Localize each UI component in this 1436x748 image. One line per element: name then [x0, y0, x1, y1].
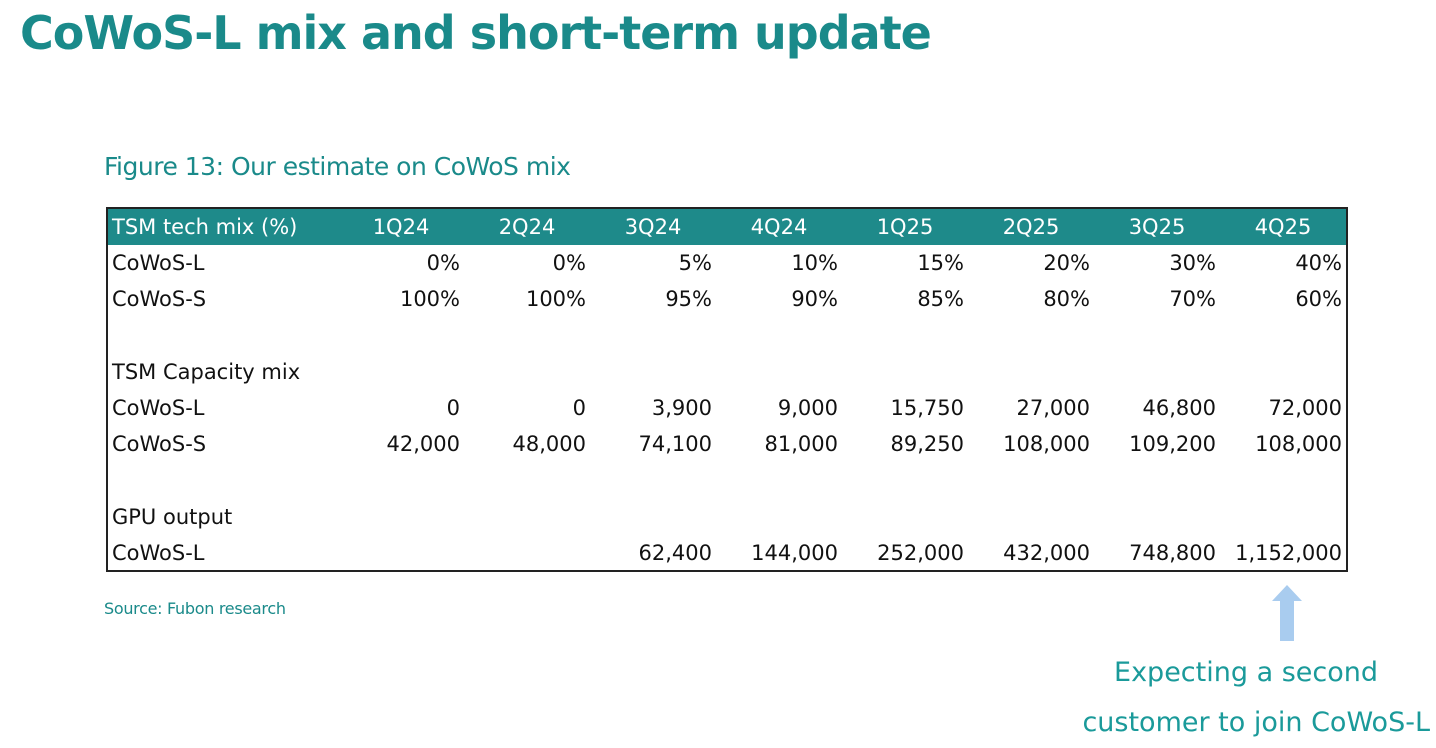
- table-cell: 20%: [1043, 251, 1090, 275]
- table-cell: 42,000: [386, 432, 460, 456]
- table-cell: 0%: [552, 251, 586, 275]
- header-quarter: 4Q25: [1220, 209, 1346, 245]
- table-cell: 89,250: [890, 432, 964, 456]
- mix-table: TSM tech mix (%) 1Q24 2Q24 3Q24 4Q24 1Q2…: [108, 209, 1346, 571]
- table-cell: 0: [572, 396, 586, 420]
- callout-line-1: Expecting a second: [1114, 657, 1378, 688]
- callout-text: Expecting a second customer to join CoWo…: [1070, 648, 1430, 748]
- table-row: CoWoS-L 62,400 144,000 252,000 432,000 7…: [108, 535, 1346, 571]
- table-cell: 108,000: [1003, 432, 1090, 456]
- table-cell: 15,750: [890, 396, 964, 420]
- table-row: CoWoS-S 42,000 48,000 74,100 81,000 89,2…: [108, 426, 1346, 462]
- header-label: TSM tech mix (%): [108, 209, 338, 245]
- table-row: CoWoS-L 0% 0% 5% 10% 15% 20% 30% 40%: [108, 245, 1346, 281]
- table-cell: 0: [446, 396, 460, 420]
- table-cell: 62,400: [638, 541, 712, 565]
- figure-caption: Figure 13: Our estimate on CoWoS mix: [104, 152, 571, 181]
- table-cell: 0%: [426, 251, 460, 275]
- table-cell: 252,000: [877, 541, 964, 565]
- table-cell: 3,900: [651, 396, 712, 420]
- up-arrow-icon: [1272, 585, 1302, 641]
- row-label: CoWoS-L: [112, 396, 205, 420]
- callout-line-2: customer to join CoWoS-L: [1082, 707, 1430, 738]
- spacer-row: [108, 317, 1346, 354]
- table-cell: 432,000: [1003, 541, 1090, 565]
- header-quarter: 4Q24: [716, 209, 842, 245]
- table-cell: 85%: [917, 287, 964, 311]
- row-label: CoWoS-S: [112, 432, 207, 456]
- header-quarter: 3Q24: [590, 209, 716, 245]
- table-cell: 15%: [917, 251, 964, 275]
- table-cell: 40%: [1295, 251, 1342, 275]
- table-cell: 90%: [791, 287, 838, 311]
- table-cell: 74,100: [638, 432, 712, 456]
- row-label: CoWoS-L: [112, 251, 205, 275]
- header-quarter: 2Q25: [968, 209, 1094, 245]
- table-row: CoWoS-L 0 0 3,900 9,000 15,750 27,000 46…: [108, 390, 1346, 426]
- slide-title: CoWoS-L mix and short-term update: [20, 6, 932, 60]
- table-cell: 81,000: [764, 432, 838, 456]
- table-cell: 748,800: [1129, 541, 1216, 565]
- table-cell: 46,800: [1142, 396, 1216, 420]
- table-cell: 80%: [1043, 287, 1090, 311]
- spacer-row: [108, 462, 1346, 499]
- table-cell: 100%: [525, 287, 586, 311]
- table-cell: 30%: [1169, 251, 1216, 275]
- table-header-row: TSM tech mix (%) 1Q24 2Q24 3Q24 4Q24 1Q2…: [108, 209, 1346, 245]
- header-quarter: 3Q25: [1094, 209, 1220, 245]
- row-label: CoWoS-S: [112, 287, 207, 311]
- table-cell: 5%: [678, 251, 712, 275]
- table-cell: 48,000: [512, 432, 586, 456]
- table-cell: 1,152,000: [1235, 541, 1342, 565]
- table-cell: [464, 535, 590, 571]
- table-cell: 10%: [791, 251, 838, 275]
- table-cell: [338, 535, 464, 571]
- table-cell: 108,000: [1255, 432, 1342, 456]
- table-cell: 9,000: [777, 396, 838, 420]
- table-cell: 27,000: [1016, 396, 1090, 420]
- source-note: Source: Fubon research: [104, 599, 286, 618]
- table-cell: 109,200: [1129, 432, 1216, 456]
- table-cell: 95%: [665, 287, 712, 311]
- section-heading-row: TSM Capacity mix: [108, 354, 1346, 390]
- header-quarter: 1Q24: [338, 209, 464, 245]
- table-row: CoWoS-S 100% 100% 95% 90% 85% 80% 70% 60…: [108, 281, 1346, 317]
- row-label: CoWoS-L: [112, 541, 205, 565]
- cowos-mix-table: TSM tech mix (%) 1Q24 2Q24 3Q24 4Q24 1Q2…: [106, 207, 1348, 572]
- header-quarter: 1Q25: [842, 209, 968, 245]
- section-heading-row: GPU output: [108, 499, 1346, 535]
- section-heading-capacity: TSM Capacity mix: [112, 360, 301, 384]
- table-cell: 60%: [1295, 287, 1342, 311]
- header-quarter: 2Q24: [464, 209, 590, 245]
- section-heading-gpu: GPU output: [112, 505, 233, 529]
- arrow-head: [1272, 585, 1302, 601]
- table-cell: 70%: [1169, 287, 1216, 311]
- table-cell: 100%: [399, 287, 460, 311]
- table-cell: 72,000: [1268, 396, 1342, 420]
- arrow-shaft: [1280, 600, 1294, 641]
- table-cell: 144,000: [751, 541, 838, 565]
